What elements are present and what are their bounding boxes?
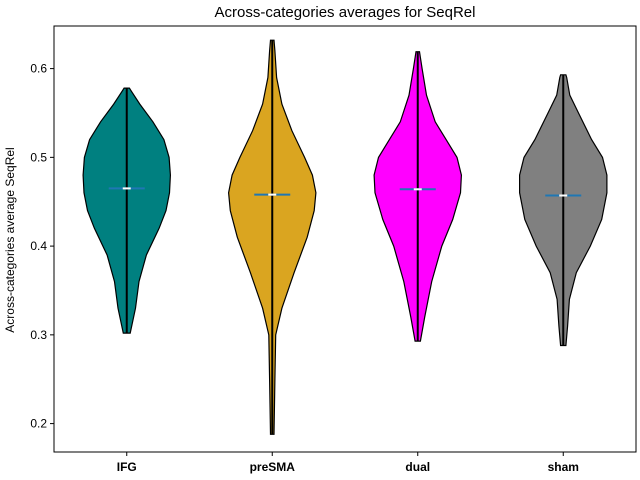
axes: 0.2 0.3 0.4 0.5 0.6 IFG preSMA dual sham [30,25,637,474]
x-category-label: sham [548,460,579,474]
y-tick-label: 0.4 [30,239,47,253]
x-category-label: dual [405,460,430,474]
y-tick-label: 0.5 [30,150,47,164]
y-tick-label: 0.3 [30,328,47,342]
y-axis-label: Across-categories average SeqRel [3,147,17,332]
violin-group [82,39,608,435]
x-category-label: IFG [117,460,137,474]
y-tick-label: 0.6 [30,62,47,76]
y-tick-label: 0.2 [30,417,47,431]
x-category-label: preSMA [250,460,296,474]
chart-title: Across-categories averages for SeqRel [215,4,476,21]
plot-frame [53,25,637,453]
